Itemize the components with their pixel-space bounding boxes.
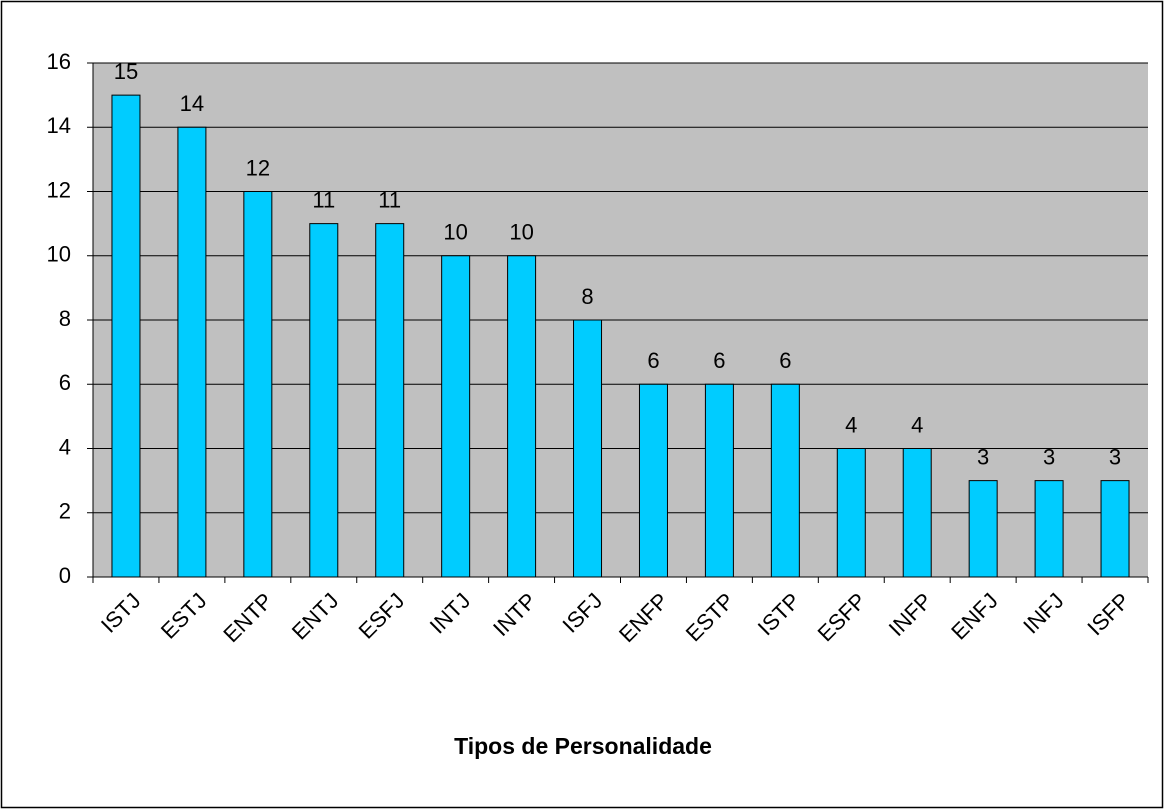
data-label: 3	[1109, 444, 1121, 469]
data-label: 6	[713, 348, 725, 373]
data-label: 4	[845, 412, 857, 437]
bar	[243, 191, 273, 578]
bar	[573, 319, 603, 578]
bar	[1100, 480, 1130, 578]
data-label: 11	[378, 187, 401, 212]
data-label: 15	[114, 59, 138, 84]
bar	[638, 383, 668, 578]
data-label: 3	[1043, 444, 1055, 469]
y-tick-label: 10	[47, 242, 71, 267]
bar	[968, 480, 998, 578]
data-label: 11	[312, 187, 335, 212]
data-label: 4	[911, 412, 923, 437]
bar	[441, 255, 471, 578]
bar	[309, 223, 339, 578]
bar	[507, 255, 537, 578]
y-tick-label: 2	[59, 499, 71, 524]
y-tick-label: 16	[47, 49, 71, 74]
data-label: 10	[509, 220, 533, 245]
bar	[770, 383, 800, 578]
data-label: 6	[647, 348, 659, 373]
bar	[902, 448, 932, 578]
data-label: 12	[246, 155, 270, 180]
y-tick-label: 6	[59, 370, 71, 395]
x-axis-title: Tipos de Personalidade	[454, 733, 712, 759]
bar	[704, 383, 734, 578]
y-tick-label: 14	[47, 113, 71, 138]
data-label: 3	[977, 444, 989, 469]
bar	[375, 223, 405, 578]
y-tick-label: 8	[59, 306, 71, 331]
y-tick-label: 4	[59, 434, 71, 459]
data-label: 8	[581, 284, 593, 309]
y-tick-label: 12	[47, 177, 71, 202]
data-label: 10	[443, 220, 467, 245]
bar	[177, 126, 207, 578]
bar	[1034, 480, 1064, 578]
data-label: 6	[779, 348, 791, 373]
y-tick-label: 0	[59, 563, 71, 588]
bar	[836, 448, 866, 578]
data-label: 14	[180, 91, 204, 116]
bar	[111, 94, 141, 578]
